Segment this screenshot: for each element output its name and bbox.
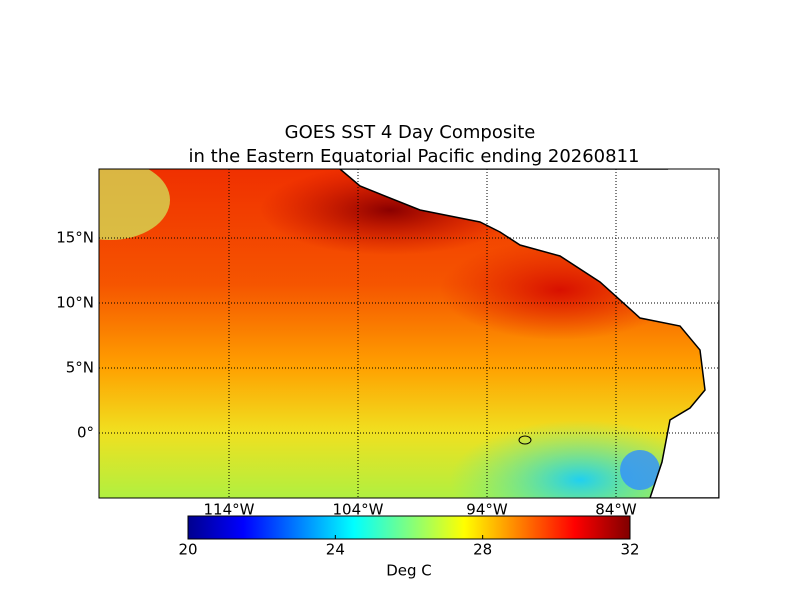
island	[518, 435, 532, 445]
colorbar-tick-label: 24	[326, 541, 345, 559]
title-line: in the Eastern Equatorial Pacific ending…	[189, 146, 640, 167]
lon-label: 104°W	[333, 501, 384, 519]
colorbar	[187, 515, 631, 540]
cold-patch	[620, 450, 660, 490]
sst-field	[99, 169, 719, 498]
lon-label: 94°W	[466, 501, 508, 519]
cool-patch	[99, 169, 170, 240]
map-frame	[98, 168, 720, 499]
lon-label: 114°W	[204, 501, 255, 519]
colorbar-tick-label: 32	[620, 541, 639, 559]
lat-label: 10°N	[56, 294, 94, 312]
colorbar-tick-label: 20	[178, 541, 197, 559]
colorbar-tick-label: 28	[473, 541, 492, 559]
lat-label: 5°N	[66, 359, 94, 377]
lat-label: 15°N	[56, 229, 94, 247]
land	[338, 169, 719, 498]
title-line: GOES SST 4 Day Composite	[285, 122, 536, 143]
lon-label: 84°W	[595, 501, 637, 519]
colorbar-label: Deg C	[386, 562, 432, 580]
no-data	[668, 169, 719, 310]
graticule	[99, 169, 719, 498]
lat-label: 0°	[77, 424, 94, 442]
